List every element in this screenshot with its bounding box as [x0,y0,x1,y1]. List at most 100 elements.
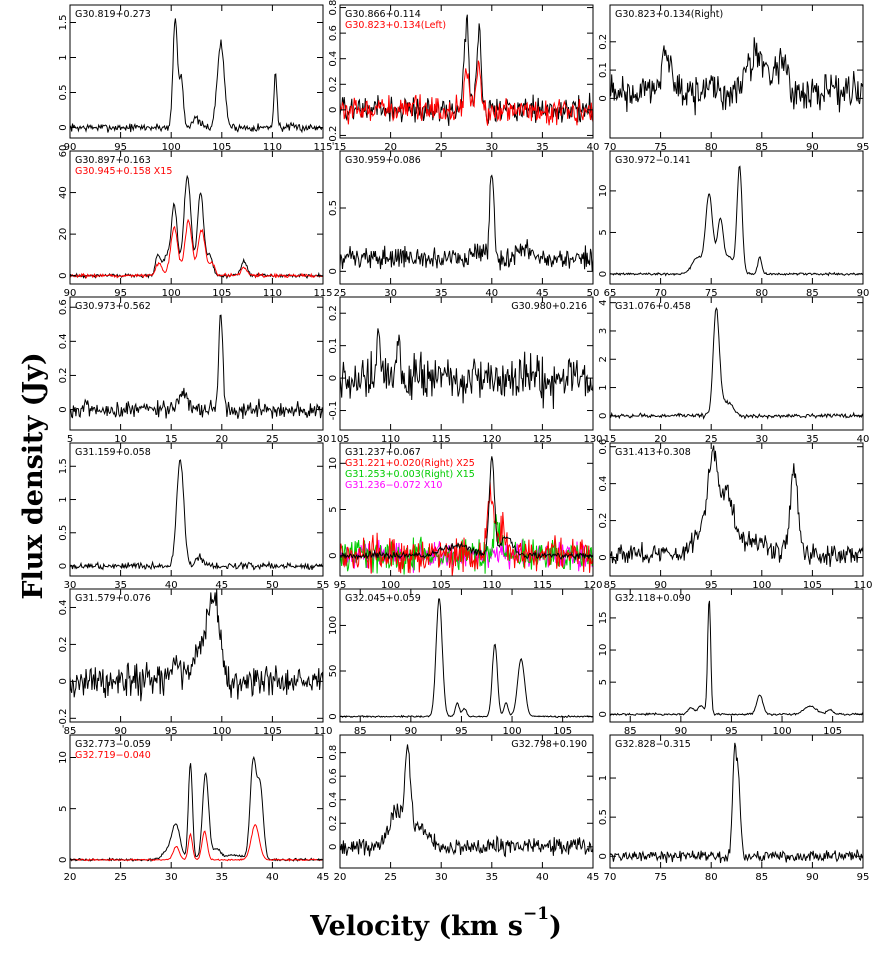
x-tick-label: 95 [114,142,127,153]
x-tick-label: 70 [604,142,617,153]
y-tick-label: 0.4 [328,51,339,67]
y-tick-label: 0.4 [58,333,69,349]
x-tick-label: 100 [772,726,791,737]
x-tick-label: 40 [165,580,178,591]
spectrum-line [69,174,324,280]
panel-frame [609,588,864,723]
x-tick-label: 85 [806,288,819,299]
y-tick-label: 0.2 [58,636,69,652]
x-tick-label: 90 [64,288,77,299]
x-tick-label: 30 [435,872,448,883]
x-tick-label: 130 [583,434,602,445]
x-tick-label: 15 [334,142,347,153]
x-tick-label: 35 [536,142,549,153]
x-tick-label: 25 [114,872,127,883]
x-tick-label: 90 [857,288,870,299]
x-axis-title-close: ) [549,911,562,942]
x-tick-label: 35 [435,288,448,299]
x-tick-label: 25 [705,434,718,445]
source-label: G30.897+0.163 [75,155,151,166]
spectrum-line [339,744,594,858]
y-tick-label: 0.8 [328,745,339,761]
y-tick-label: 0 [328,107,339,113]
spectrum-line [339,481,594,577]
x-tick-label: 105 [212,142,231,153]
y-axis-title: Flux density (Jy) [18,352,49,600]
spectrum-panel: 15 20 25 30 35 40 -0.2 0 0.2 0.4 0.6 0.8 G30.866+0.1… [328,0,599,153]
x-tick-label: 95 [334,580,347,591]
y-tick-label: 100 [328,616,339,635]
x-tick-label: 95 [114,288,127,299]
x-tick-label: 105 [330,434,349,445]
y-tick-label: 5 [598,679,609,685]
spectrum-panel: 15 20 25 30 35 40 0 1 2 3 4 G31.076+0.458 [598,296,869,445]
source-label: G31.221+0.020(Right) X25 [345,458,475,469]
y-tick-label: -0.2 [58,709,69,729]
x-tick-label: 95 [857,142,870,153]
x-tick-label: 20 [334,872,347,883]
x-tick-label: 95 [705,580,718,591]
source-label: G31.579+0.076 [75,593,151,604]
x-tick-label: 85 [354,726,367,737]
source-label: G31.253+0.003(Right) X15 [345,469,475,480]
spectrum-panel: 105 110 115 120 125 130 -0.1 0 0.1 0.2 G30.980+0.2… [328,296,603,445]
panel-frame [609,150,864,285]
x-tick-label: 100 [381,580,400,591]
y-tick-label: 10 [328,457,339,470]
y-tick-label: 0.8 [328,0,339,16]
x-tick-label: 115 [313,288,332,299]
spectrum-line [609,600,864,717]
x-tick-label: 85 [755,142,768,153]
panel-frame [69,588,324,723]
x-tick-label: 105 [553,726,572,737]
x-tick-label: 105 [803,580,822,591]
spectrum-panel: 65 70 75 80 85 90 0 5 10 G30.972−0.141 [598,150,870,299]
spectrum-line [609,445,864,567]
panel-frame [609,296,864,431]
x-tick-label: 90 [64,142,77,153]
x-tick-label: 95 [857,872,870,883]
panel-frame [339,150,594,285]
source-label: G31.237+0.067 [345,447,421,458]
spectrum-panel: 25 30 35 40 45 50 0 0.5 G30.959+0.086 [328,150,600,299]
source-label: G31.413+0.308 [615,447,691,458]
y-tick-label: 0.4 [598,476,609,492]
y-tick-label: 3 [598,328,609,334]
x-tick-label: 85 [624,726,637,737]
x-tick-label: 110 [313,726,332,737]
x-tick-label: 50 [587,288,600,299]
x-tick-label: 100 [752,580,771,591]
y-tick-label: 0.2 [58,367,69,383]
source-label: G30.945+0.158 X15 [75,166,172,177]
source-label: G30.819+0.273 [75,9,151,20]
x-tick-label: 70 [654,288,667,299]
y-tick-label: 20 [58,228,69,241]
x-tick-label: 45 [536,288,549,299]
panel-frame [339,4,594,139]
source-label: G32.828−0.315 [615,739,691,750]
y-tick-label: 0.2 [598,513,609,529]
x-tick-label: 15 [165,434,178,445]
x-tick-label: 30 [485,142,498,153]
x-tick-label: 100 [162,288,181,299]
x-tick-label: 20 [215,434,228,445]
y-tick-label: 0.5 [58,525,69,541]
x-tick-label: 25 [266,434,279,445]
x-tick-label: 75 [654,872,667,883]
y-tick-label: 0 [328,844,339,850]
source-label: G30.973+0.562 [75,301,151,312]
x-tick-label: 90 [654,580,667,591]
source-label: G32.118+0.090 [615,593,691,604]
x-tick-label: 90 [674,726,687,737]
y-tick-label: 10 [58,751,69,764]
spectrum-line [339,456,594,561]
spectrum-line [69,589,324,702]
panel-frame [609,4,864,139]
x-tick-label: 90 [806,872,819,883]
y-tick-label: 0 [598,711,609,717]
x-tick-label: 100 [212,726,231,737]
x-tick-label: 95 [165,726,178,737]
y-tick-label: 0 [598,853,609,859]
source-label: G31.076+0.458 [615,301,691,312]
